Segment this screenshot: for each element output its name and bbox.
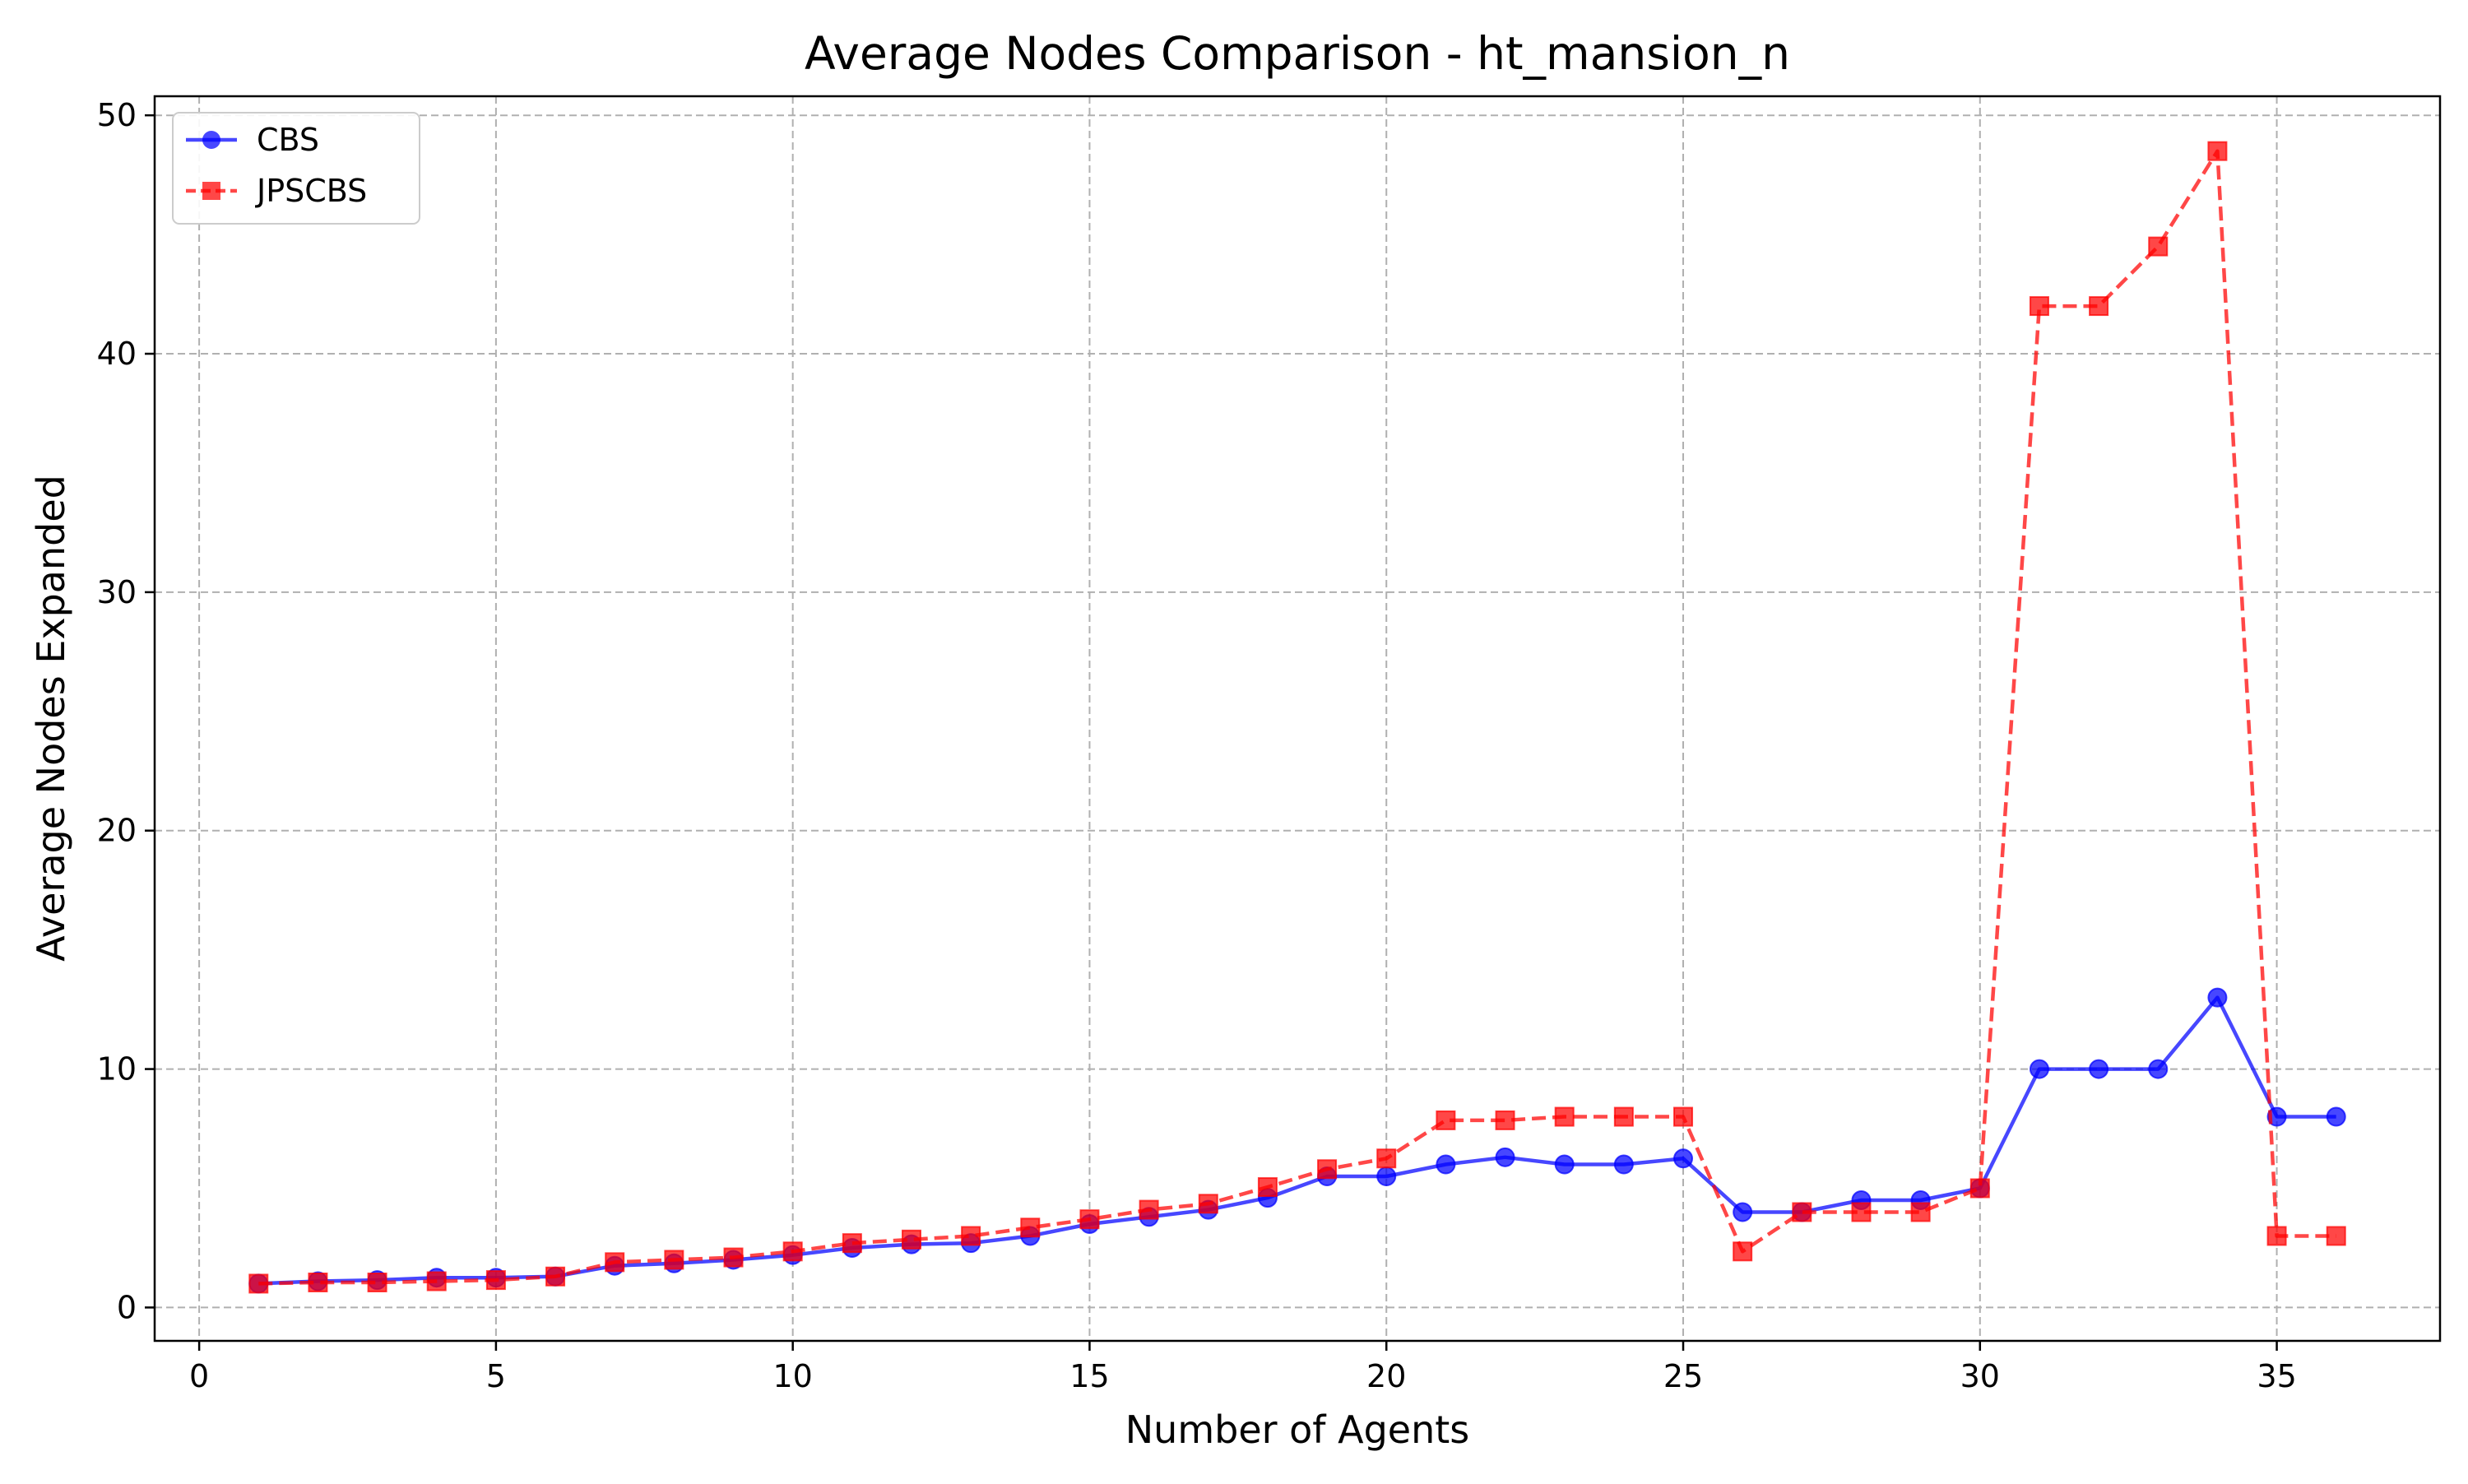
data-point-jpscbs — [2266, 1226, 2287, 1246]
x-tick-label: 15 — [1069, 1358, 1109, 1394]
data-point-jpscbs — [1673, 1106, 1694, 1127]
data-point-jpscbs — [2326, 1226, 2346, 1246]
data-point-jpscbs — [961, 1226, 981, 1246]
data-point-jpscbs — [2148, 236, 2169, 257]
data-point-jpscbs — [2207, 141, 2228, 161]
data-point-jpscbs — [1554, 1106, 1575, 1127]
y-tick-label: 10 — [97, 1051, 137, 1087]
y-tick-label: 30 — [97, 574, 137, 610]
legend-entry-jpscbs: JPSCBS — [186, 173, 367, 209]
series-layer — [248, 141, 2346, 1294]
data-point-cbs — [1495, 1147, 1515, 1167]
data-point-cbs — [2029, 1059, 2049, 1079]
data-point-jpscbs — [308, 1272, 328, 1292]
data-point-jpscbs — [1317, 1159, 1338, 1180]
x-tick-label: 35 — [2257, 1358, 2296, 1394]
data-point-jpscbs — [1376, 1148, 1397, 1169]
data-point-jpscbs — [1020, 1217, 1041, 1238]
data-point-jpscbs — [723, 1247, 744, 1268]
y-axis-label: Average Nodes Expanded — [29, 475, 73, 962]
data-point-jpscbs — [1139, 1199, 1159, 1220]
data-point-jpscbs — [1792, 1202, 1812, 1222]
data-point-jpscbs — [1851, 1202, 1872, 1222]
data-point-jpscbs — [901, 1229, 921, 1250]
data-point-cbs — [2089, 1059, 2109, 1079]
data-point-jpscbs — [1198, 1194, 1218, 1214]
data-point-cbs — [1613, 1154, 1634, 1175]
y-tick-label: 50 — [97, 97, 137, 133]
data-point-jpscbs — [248, 1273, 269, 1294]
data-point-cbs — [1673, 1148, 1694, 1169]
series-line-cbs — [258, 995, 2336, 1286]
x-tick-label: 5 — [486, 1358, 506, 1394]
legend-entries: CBS JPSCBS — [186, 122, 367, 209]
data-point-cbs — [1733, 1202, 1753, 1222]
chart-title: Average Nodes Comparison - ht_mansion_n — [805, 27, 1790, 80]
data-point-jpscbs — [545, 1266, 566, 1287]
y-tick-label: 0 — [117, 1289, 137, 1325]
data-point-jpscbs — [605, 1252, 625, 1273]
data-point-jpscbs — [1436, 1110, 1456, 1130]
legend-label-cbs: CBS — [257, 122, 319, 158]
x-tick-label: 10 — [772, 1358, 812, 1394]
data-point-cbs — [2207, 987, 2228, 1008]
axis-ticks: 0 5 10 15 20 25 30 35 0 10 20 30 40 50 — [97, 97, 2297, 1394]
y-tick-label: 20 — [97, 813, 137, 849]
legend-label-jpscbs: JPSCBS — [255, 173, 367, 209]
data-point-jpscbs — [2029, 296, 2049, 317]
legend-marker-cbs — [202, 131, 220, 149]
data-point-jpscbs — [426, 1271, 447, 1292]
x-tick-label: 25 — [1663, 1358, 1703, 1394]
x-tick-label: 0 — [189, 1358, 209, 1394]
legend: CBS JPSCBS — [172, 112, 420, 225]
data-point-jpscbs — [1079, 1209, 1100, 1230]
data-point-jpscbs — [1257, 1177, 1278, 1198]
data-point-jpscbs — [367, 1272, 387, 1292]
data-point-cbs — [2148, 1059, 2169, 1079]
x-tick-label: 30 — [1960, 1358, 2000, 1394]
data-point-jpscbs — [1969, 1178, 1990, 1199]
data-point-cbs — [1376, 1166, 1397, 1187]
data-point-jpscbs — [664, 1250, 684, 1270]
data-point-jpscbs — [1495, 1110, 1515, 1130]
data-point-cbs — [1554, 1154, 1575, 1175]
data-point-jpscbs — [842, 1233, 862, 1254]
data-point-jpscbs — [485, 1270, 506, 1291]
data-point-jpscbs — [1613, 1106, 1634, 1127]
data-point-jpscbs — [782, 1241, 803, 1262]
legend-entry-cbs: CBS — [186, 122, 319, 158]
y-tick-label: 40 — [97, 336, 137, 372]
plot-frame — [153, 95, 2442, 1343]
x-axis-label: Number of Agents — [1125, 1407, 1470, 1452]
x-tick-label: 20 — [1366, 1358, 1406, 1394]
data-point-cbs — [2326, 1106, 2346, 1127]
data-point-jpscbs — [1733, 1241, 1753, 1262]
legend-marker-jpscbs — [202, 182, 220, 200]
data-point-jpscbs — [1910, 1202, 1931, 1222]
data-point-jpscbs — [2089, 296, 2109, 317]
series-line-jpscbs — [258, 149, 2336, 1286]
series-jpscbs — [248, 141, 2346, 1294]
data-point-cbs — [1436, 1154, 1456, 1175]
